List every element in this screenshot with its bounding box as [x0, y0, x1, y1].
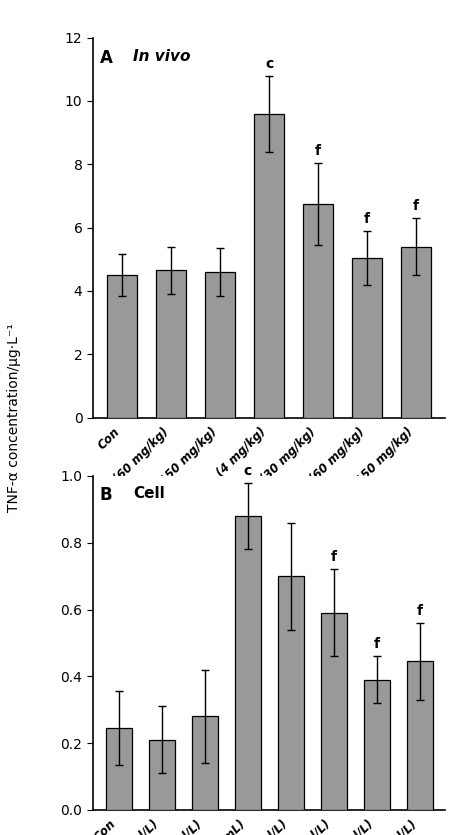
Bar — [191, 716, 217, 810]
Text: f: f — [373, 637, 379, 651]
Bar — [106, 728, 131, 810]
Bar — [363, 680, 389, 810]
Bar — [277, 576, 303, 810]
Text: c: c — [264, 57, 273, 71]
Bar — [234, 516, 260, 810]
Bar — [205, 272, 234, 418]
Text: f: f — [416, 604, 422, 618]
Bar — [400, 246, 430, 418]
Text: f: f — [363, 212, 369, 226]
Bar — [303, 204, 332, 418]
Bar — [107, 275, 137, 418]
Text: c: c — [243, 463, 251, 478]
Text: B: B — [100, 486, 112, 504]
Bar — [320, 613, 346, 810]
Bar — [406, 661, 432, 810]
Text: Cell: Cell — [133, 486, 165, 501]
Text: In vivo: In vivo — [133, 49, 190, 64]
Text: f: f — [412, 200, 418, 214]
Text: f: f — [330, 550, 336, 564]
Text: TNF-α concentration/μg·L⁻¹: TNF-α concentration/μg·L⁻¹ — [7, 323, 21, 512]
Bar — [254, 114, 283, 418]
Text: A: A — [100, 49, 113, 67]
Text: f: f — [314, 144, 320, 158]
Bar — [148, 740, 174, 810]
Bar — [351, 258, 381, 418]
Bar — [156, 271, 186, 418]
